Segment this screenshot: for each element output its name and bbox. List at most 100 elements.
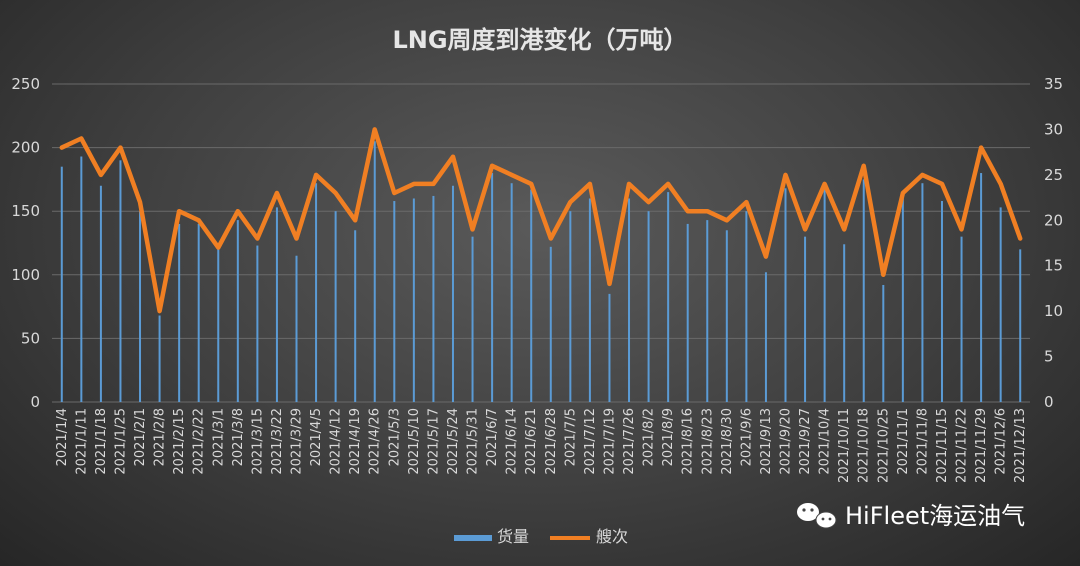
bar[interactable] [706, 220, 709, 402]
bar[interactable] [608, 293, 611, 402]
y-left-tick-label: 50 [21, 329, 40, 347]
bar[interactable] [471, 236, 474, 402]
bar[interactable] [882, 284, 885, 402]
x-tick-label: 2021/10/18 [857, 408, 872, 483]
x-tick-label: 2021/1/11 [74, 408, 89, 475]
x-tick-label: 2021/11/15 [935, 408, 950, 483]
x-tick-label: 2021/10/25 [876, 408, 891, 483]
bar[interactable] [178, 223, 181, 402]
x-tick-label: 2021/2/22 [192, 408, 207, 475]
bar[interactable] [334, 211, 337, 402]
watermark: HiFleet海运油气 [797, 502, 1025, 530]
x-tick-label: 2021/5/3 [387, 408, 402, 466]
bar[interactable] [921, 183, 924, 402]
bar[interactable] [99, 185, 102, 402]
x-tick-label: 2021/7/26 [622, 408, 637, 475]
bar[interactable] [549, 246, 552, 402]
bar[interactable] [764, 272, 767, 402]
bar[interactable] [686, 223, 689, 402]
bar[interactable] [784, 188, 787, 402]
bar[interactable] [667, 192, 670, 402]
bar[interactable] [569, 211, 572, 402]
x-tick-label: 2021/5/10 [407, 408, 422, 475]
x-tick-label: 2021/8/30 [720, 408, 735, 475]
x-tick-label: 2021/12/13 [1013, 408, 1028, 483]
bar[interactable] [823, 188, 826, 402]
legend-label-line: 艘次 [596, 527, 628, 546]
bar[interactable] [217, 249, 220, 402]
x-tick-label: 2021/2/15 [172, 408, 187, 475]
x-tick-label: 2021/11/29 [974, 408, 989, 483]
x-tick-label: 2021/6/14 [505, 408, 520, 475]
legend: 货量 艘次 [454, 527, 628, 546]
bar[interactable] [432, 195, 435, 402]
x-tick-label: 2021/3/15 [250, 408, 265, 475]
bar[interactable] [158, 315, 161, 402]
x-tick-label: 2021/6/21 [524, 408, 539, 475]
y-axis-right: 0 5 10 15 20 25 30 35 [1044, 75, 1063, 411]
x-tick-label: 2021/10/4 [818, 408, 833, 475]
bar[interactable] [901, 198, 904, 402]
bar[interactable] [940, 201, 943, 402]
bar[interactable] [412, 198, 415, 402]
x-tick-label: 2021/1/25 [113, 408, 128, 475]
bar[interactable] [1019, 249, 1022, 402]
y-right-tick-label: 30 [1044, 120, 1063, 138]
bar[interactable] [843, 244, 846, 402]
x-tick-label: 2021/9/6 [739, 408, 754, 466]
x-tick-label: 2021/3/8 [231, 408, 246, 466]
bar[interactable] [862, 179, 865, 402]
x-tick-label: 2021/7/19 [602, 408, 617, 475]
series-line[interactable] [59, 127, 1023, 314]
bar[interactable] [80, 156, 83, 402]
y-left-tick-label: 0 [30, 393, 40, 411]
bar[interactable] [393, 201, 396, 402]
bar[interactable] [588, 198, 591, 402]
bar[interactable] [647, 211, 650, 402]
bar[interactable] [354, 230, 357, 402]
bar[interactable] [197, 223, 200, 402]
bar[interactable] [315, 183, 318, 402]
bar[interactable] [980, 173, 983, 402]
bar[interactable] [139, 211, 142, 402]
x-tick-label: 2021/7/12 [583, 408, 598, 475]
x-tick-label: 2021/1/4 [55, 408, 70, 466]
x-tick-label: 2021/4/12 [329, 408, 344, 475]
bar[interactable] [745, 211, 748, 402]
y-left-tick-label: 150 [11, 202, 40, 220]
x-tick-label: 2021/12/6 [994, 408, 1009, 475]
x-tick-label: 2021/2/8 [153, 408, 168, 466]
bar[interactable] [804, 236, 807, 402]
legend-item-bar[interactable]: 货量 [454, 527, 529, 546]
x-tick-label: 2021/10/11 [837, 408, 852, 483]
y-right-tick-label: 0 [1044, 393, 1054, 411]
bar[interactable] [60, 166, 63, 402]
bar[interactable] [119, 160, 122, 402]
x-tick-label: 2021/6/7 [485, 408, 500, 466]
bar[interactable] [960, 236, 963, 402]
bar[interactable] [510, 183, 513, 402]
bar[interactable] [628, 198, 631, 402]
x-tick-label: 2021/9/20 [779, 408, 794, 475]
x-axis: 2021/1/4 2021/1/11 2021/1/18 2021/1/25 2021/… [55, 408, 1028, 483]
x-tick-label: 2021/5/24 [446, 408, 461, 475]
y-right-tick-label: 10 [1044, 302, 1063, 320]
bar[interactable] [451, 185, 454, 402]
x-tick-label: 2021/4/26 [368, 408, 383, 475]
bar[interactable] [295, 255, 298, 402]
bar[interactable] [530, 189, 533, 402]
bar[interactable] [236, 220, 239, 402]
x-tick-label: 2021/5/17 [426, 408, 441, 475]
y-right-tick-label: 20 [1044, 211, 1063, 229]
bar[interactable] [256, 245, 259, 402]
x-tick-label: 2021/3/1 [211, 408, 226, 466]
bar-layer [60, 141, 1022, 403]
y-left-tick-label: 250 [11, 75, 40, 93]
bar[interactable] [275, 207, 278, 402]
bar[interactable] [999, 207, 1002, 402]
legend-item-line[interactable]: 艘次 [550, 527, 628, 546]
bar[interactable] [725, 230, 728, 402]
bar[interactable] [373, 141, 376, 403]
bar[interactable] [491, 173, 494, 402]
